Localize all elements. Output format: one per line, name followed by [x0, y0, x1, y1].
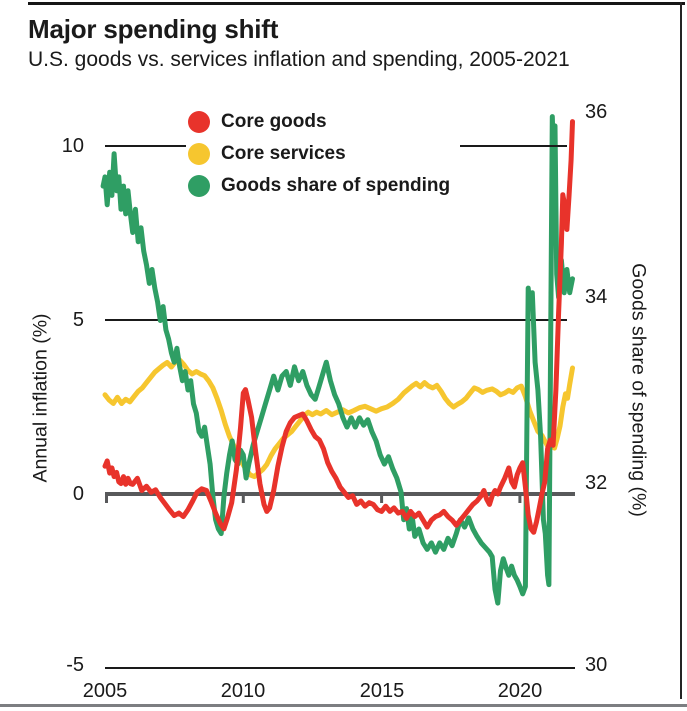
core-services-line [102, 357, 575, 480]
goods-share-of-spending-line [100, 114, 575, 606]
legend-item-core-services: Core services [188, 138, 450, 170]
legend-item-goods-share: Goods share of spending [188, 170, 450, 202]
series-layer [100, 114, 575, 606]
core-goods-line [102, 119, 575, 535]
left-tick-10: 10 [62, 135, 84, 157]
left-axis-title: Annual inflation (%) [29, 313, 52, 483]
right-rule [680, 2, 682, 699]
core-services-swatch-icon [188, 143, 210, 165]
bottom-rule [0, 704, 687, 707]
right-axis-title: Goods share of spending (%) [627, 263, 650, 517]
chart-title: Major spending shift [28, 14, 279, 44]
x-tick-2010: 2010 [221, 680, 266, 702]
legend-label: Goods share of spending [221, 175, 451, 196]
chart-subtitle: U.S. goods vs. services inflation and sp… [28, 48, 570, 71]
legend-label: Core services [221, 143, 346, 164]
right-tick-34: 34 [585, 286, 607, 308]
legend: Core goods Core services Goods share of … [186, 105, 461, 203]
top-rule [28, 2, 685, 5]
left-tick-neg5: -5 [66, 654, 84, 676]
core-goods-swatch-icon [188, 111, 210, 133]
right-tick-32: 32 [585, 472, 607, 494]
legend-label: Core goods [221, 111, 327, 132]
goods-share-swatch-icon [188, 175, 210, 197]
x-tick-2015: 2015 [360, 680, 405, 702]
x-tick-2005: 2005 [83, 680, 128, 702]
right-tick-36: 36 [585, 101, 607, 123]
legend-item-core-goods: Core goods [188, 106, 450, 138]
left-tick-0: 0 [73, 483, 84, 505]
left-tick-5: 5 [73, 309, 84, 331]
right-tick-30: 30 [585, 654, 607, 676]
x-tick-2020: 2020 [498, 680, 543, 702]
